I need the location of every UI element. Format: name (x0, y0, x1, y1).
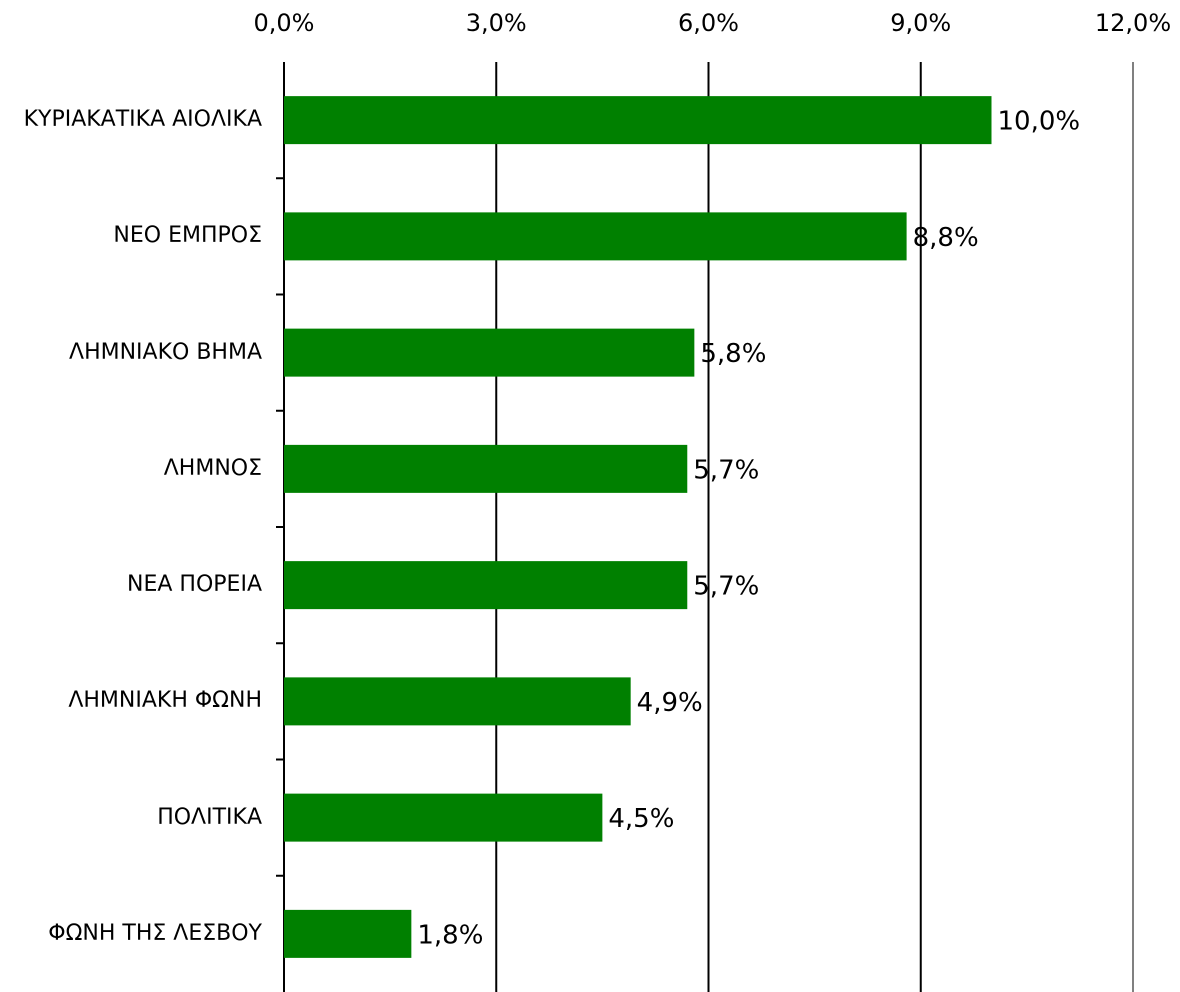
x-tick-label: 12,0% (1095, 9, 1171, 37)
bar (284, 444, 688, 493)
y-tick-label: ΚΥΡΙΑΚΑΤΙΚΑ ΑΙΟΛΙΚΑ (23, 107, 262, 133)
data-label: 4,5% (608, 804, 674, 834)
data-label: 5,7% (693, 572, 759, 602)
y-tick-label: ΝΕΑ ΠΟΡΕΙΑ (127, 572, 262, 598)
bar (284, 793, 603, 842)
y-tick-label: ΛΗΜΝΙΑΚΗ ΦΩΝΗ (68, 688, 262, 714)
x-tick-label: 9,0% (890, 9, 951, 37)
data-label: 5,8% (700, 339, 766, 369)
y-tick-label-box: ΦΩΝΗ ΤΗΣ ΛΕΣΒΟΥ (48, 917, 262, 951)
bar (284, 909, 412, 958)
y-tick-label-box: ΚΥΡΙΑΚΑΤΙΚΑ ΑΙΟΛΙΚΑ (24, 103, 262, 137)
data-label: 5,7% (693, 455, 759, 485)
bar (284, 561, 688, 610)
data-label: 1,8% (417, 920, 483, 950)
y-tick-label: ΝΕΟ ΕΜΠΡΟΣ (113, 223, 262, 249)
y-tick-label-box: ΝΕΟ ΕΜΠΡΟΣ (113, 219, 262, 253)
y-tick-label: ΛΗΜΝΟΣ (163, 455, 262, 481)
y-tick-label-box: ΝΕΑ ΠΟΡΕΙΑ (127, 568, 262, 602)
x-tick-label: 6,0% (678, 9, 739, 37)
bar (284, 328, 695, 377)
bar (284, 677, 631, 726)
y-tick-label-box: ΠΟΛΙΤΙΚΑ (157, 801, 262, 835)
y-tick-label-box: ΛΗΜΝΟΣ (164, 452, 262, 486)
y-tick-label: ΠΟΛΙΤΙΚΑ (157, 804, 262, 830)
data-label: 10,0% (998, 107, 1081, 137)
bar (284, 96, 992, 145)
y-tick-label-box: ΛΗΜΝΙΑΚΗ ΦΩΝΗ (68, 684, 262, 718)
bar (284, 212, 907, 261)
y-tick-label: ΛΗΜΝΙΑΚΟ ΒΗΜΑ (69, 339, 262, 365)
y-tick-label-box: ΛΗΜΝΙΑΚΟ ΒΗΜΑ (69, 336, 262, 370)
y-tick-label: ΦΩΝΗ ΤΗΣ ΛΕΣΒΟΥ (48, 920, 262, 946)
x-tick-label: 0,0% (254, 9, 315, 37)
data-label: 4,9% (637, 688, 703, 718)
data-label: 8,8% (913, 223, 979, 253)
x-tick-label: 3,0% (466, 9, 527, 37)
